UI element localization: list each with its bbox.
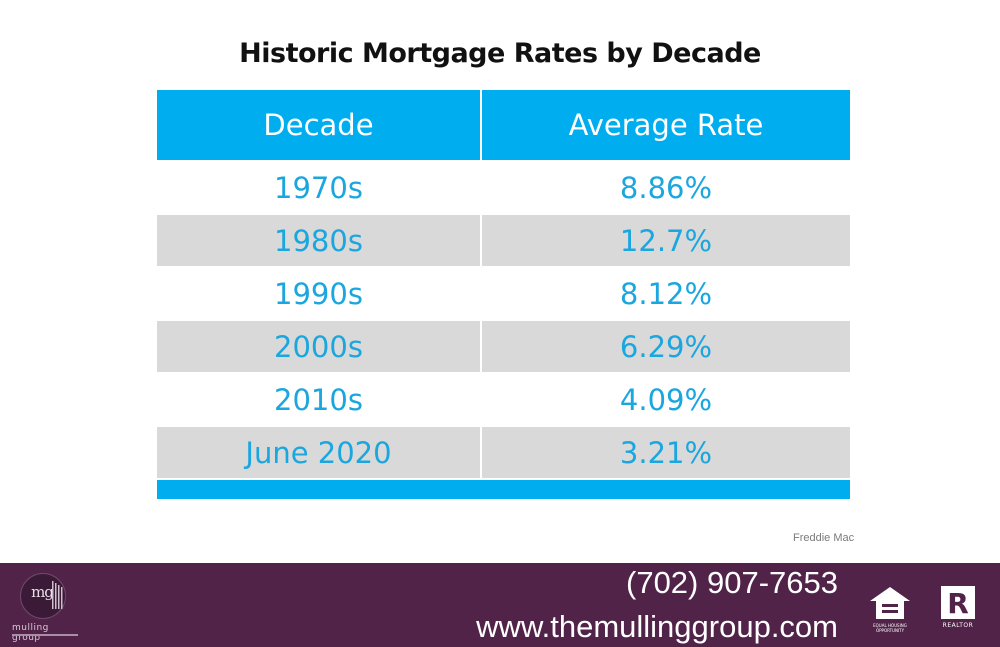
decade-cell: 1980s bbox=[157, 213, 481, 267]
footer-band: mg mulling group (702) 907-7653 www.them… bbox=[0, 563, 1000, 647]
decade-cell: 2000s bbox=[157, 319, 481, 373]
table-row: 1990s 8.12% bbox=[157, 266, 850, 320]
table-header-row: Decade Average Rate bbox=[157, 90, 850, 161]
rate-cell: 4.09% bbox=[480, 372, 850, 426]
chart-title: Historic Mortgage Rates by Decade bbox=[239, 38, 761, 69]
realtor-r-icon: R bbox=[941, 586, 975, 620]
equal-housing-caption: EQUAL HOUSING OPPORTUNITY bbox=[873, 623, 907, 633]
column-header-average-rate: Average Rate bbox=[480, 90, 850, 161]
table-row: 1970s 8.86% bbox=[157, 160, 850, 214]
logo-bars-icon bbox=[52, 581, 63, 609]
table-row: 1980s 12.7% bbox=[157, 213, 850, 267]
decade-cell: June 2020 bbox=[157, 425, 481, 479]
svg-text:R: R bbox=[947, 587, 969, 620]
footer-bar-cell bbox=[157, 478, 481, 499]
decade-cell: 1990s bbox=[157, 266, 481, 320]
realtor-caption: REALTOR bbox=[942, 622, 974, 629]
logo-underline bbox=[12, 634, 78, 636]
decade-cell: 1970s bbox=[157, 160, 481, 214]
mulling-group-logo: mg mulling group bbox=[12, 571, 78, 643]
phone-number: (702) 907-7653 bbox=[626, 565, 838, 600]
table-row: 2000s 6.29% bbox=[157, 319, 850, 373]
column-header-decade: Decade bbox=[157, 90, 481, 161]
rate-cell: 8.12% bbox=[480, 266, 850, 320]
mortgage-rates-table: Decade Average Rate 1970s 8.86% 1980s 12… bbox=[157, 90, 850, 499]
rate-cell: 6.29% bbox=[480, 319, 850, 373]
realtor-icon: R REALTOR bbox=[938, 585, 978, 635]
source-note: Freddie Mac bbox=[793, 532, 855, 544]
table-row: June 2020 3.21% bbox=[157, 425, 850, 479]
decade-cell: 2010s bbox=[157, 372, 481, 426]
table-footer-bar bbox=[157, 478, 850, 499]
equal-housing-house-icon bbox=[870, 587, 910, 619]
footer-bar-cell bbox=[481, 478, 850, 499]
rate-cell: 12.7% bbox=[480, 213, 850, 267]
equal-housing-icon: EQUAL HOUSING OPPORTUNITY bbox=[868, 585, 912, 635]
table-row: 2010s 4.09% bbox=[157, 372, 850, 426]
rate-cell: 3.21% bbox=[480, 425, 850, 479]
rate-cell: 8.86% bbox=[480, 160, 850, 214]
logo-name: mulling group bbox=[12, 623, 49, 643]
logo-monogram: mg bbox=[31, 583, 54, 601]
website-url: www.themullinggroup.com bbox=[476, 609, 838, 644]
